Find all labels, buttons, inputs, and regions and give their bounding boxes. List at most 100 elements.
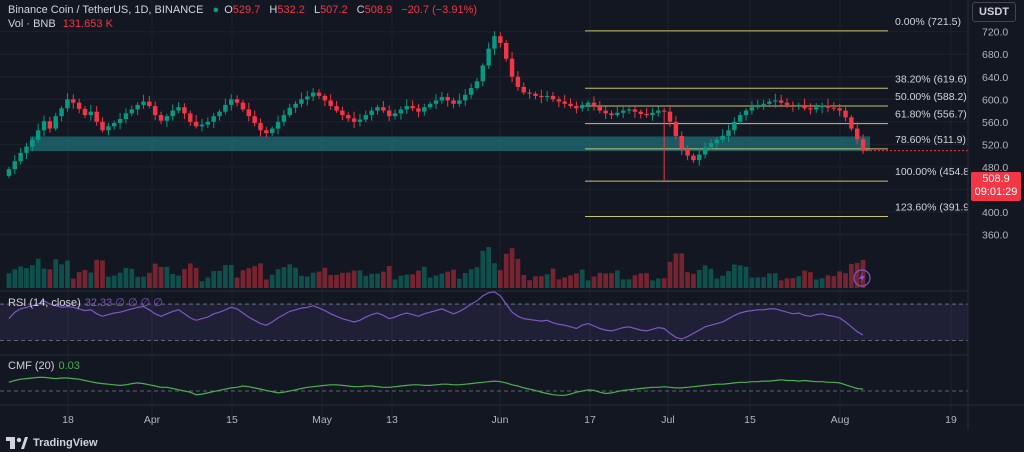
volume-bar [170,274,176,288]
volume-bar [568,275,573,288]
volume-bar [340,272,345,288]
volume-bar [281,267,287,288]
volume-bar [691,273,696,288]
candle-body [685,148,690,156]
fib-label-6: 123.60% (391.9) [895,202,973,214]
candle-body [176,107,181,111]
volume-bar [767,273,772,288]
low-value: 507.2 [320,4,348,16]
volume-bar [381,271,386,288]
time-tick-3: May [312,414,333,426]
candle-body [229,99,234,105]
candle-body [112,122,117,127]
candle-body [398,109,404,114]
volume-bar [620,279,626,288]
volume-bar [76,272,82,288]
volume-bar [421,266,427,288]
volume-bar [802,270,807,288]
volume-bar [24,268,29,288]
candle-body [778,100,784,103]
change-value: −20.7 (−3.91%) [401,4,478,16]
candle-body [223,104,228,112]
cmf-legend: CMF (20) 0.03 [8,360,80,372]
candle-body [439,97,445,101]
candle-body [814,107,819,110]
last-price-tag: 508.9 09:01:29 [971,172,1021,201]
candle-body [47,121,53,129]
volume-bar [410,274,415,288]
candle-body [585,102,591,105]
volume-bar [457,278,462,288]
price-tick-5: 520.0 [982,139,1008,151]
candle-body [123,113,129,120]
volume-bar [176,275,181,288]
volume-bar [141,276,146,288]
candle-body [603,110,608,114]
volume-bar [492,263,497,288]
volume-bar [579,269,585,288]
candle-body [59,108,64,117]
volume-bar [708,268,714,288]
volume-bar [258,263,263,288]
volume-bar [854,262,860,288]
rsi-line [8,291,864,340]
candle-body [837,108,842,111]
time-tick-2: 15 [226,414,238,426]
open-value: 529.7 [232,4,261,16]
candle-body [673,121,679,136]
candle-body [264,130,269,134]
currency-button[interactable]: USDT [972,2,1016,22]
volume-bar [345,272,351,288]
volume-bar [386,266,392,288]
volume-bar [550,268,556,288]
candlestick-series [6,31,866,181]
candle-body [293,103,298,108]
volume-bar [269,274,275,288]
rsi-legend: RSI (14, close) 32.33 ∅ ∅ ∅ ∅ [8,296,163,309]
candle-body [468,88,474,95]
candle-body [580,104,585,109]
volume-bar [860,260,866,288]
volume-bar [585,280,591,288]
volume-bar [117,272,123,288]
volume-bar [650,280,655,288]
volume-bar [18,266,23,288]
volume-bar [515,258,521,288]
candle-body [135,104,140,110]
candle-body [743,110,749,116]
volume-bar [70,278,76,288]
candle-body [340,110,345,116]
volume-bar [538,276,544,288]
candle-body [773,100,778,102]
fibonacci-levels: 0.00% (721.5) 38.20% (619.6) 50.00% (588.2… [585,16,973,218]
price-tick-2: 640.0 [982,72,1008,84]
fib-label-2: 50.00% (588.2) [895,91,967,103]
volume-bar [293,267,298,288]
tradingview-logo[interactable]: TradingView [6,437,98,449]
price-tick-9: 360.0 [982,229,1008,241]
candle-body [644,113,649,116]
candle-body [843,110,848,118]
candle-body [240,102,246,110]
volume-bar [106,276,111,288]
volume-bar [696,270,702,288]
volume-bar [363,275,369,288]
symbol-header: Binance Coin / TetherUS, 1D, BINANCE ● O… [8,4,478,16]
candle-body [626,109,632,111]
fib-label-0: 0.00% (721.5) [895,16,961,28]
time-tick-10: 19 [945,414,957,426]
volume-bar [644,273,649,288]
volume-bar [41,268,47,288]
candle-body [679,135,684,149]
candle-body [808,108,813,110]
cmf-line [8,376,864,396]
candle-body [474,81,480,89]
volume-bar [187,263,193,288]
volume-bar [544,274,550,288]
volume-bar [404,274,410,288]
volume-bar [135,276,140,288]
candle-body [357,119,363,122]
volume-bar [152,263,158,288]
volume-bar [59,264,64,288]
